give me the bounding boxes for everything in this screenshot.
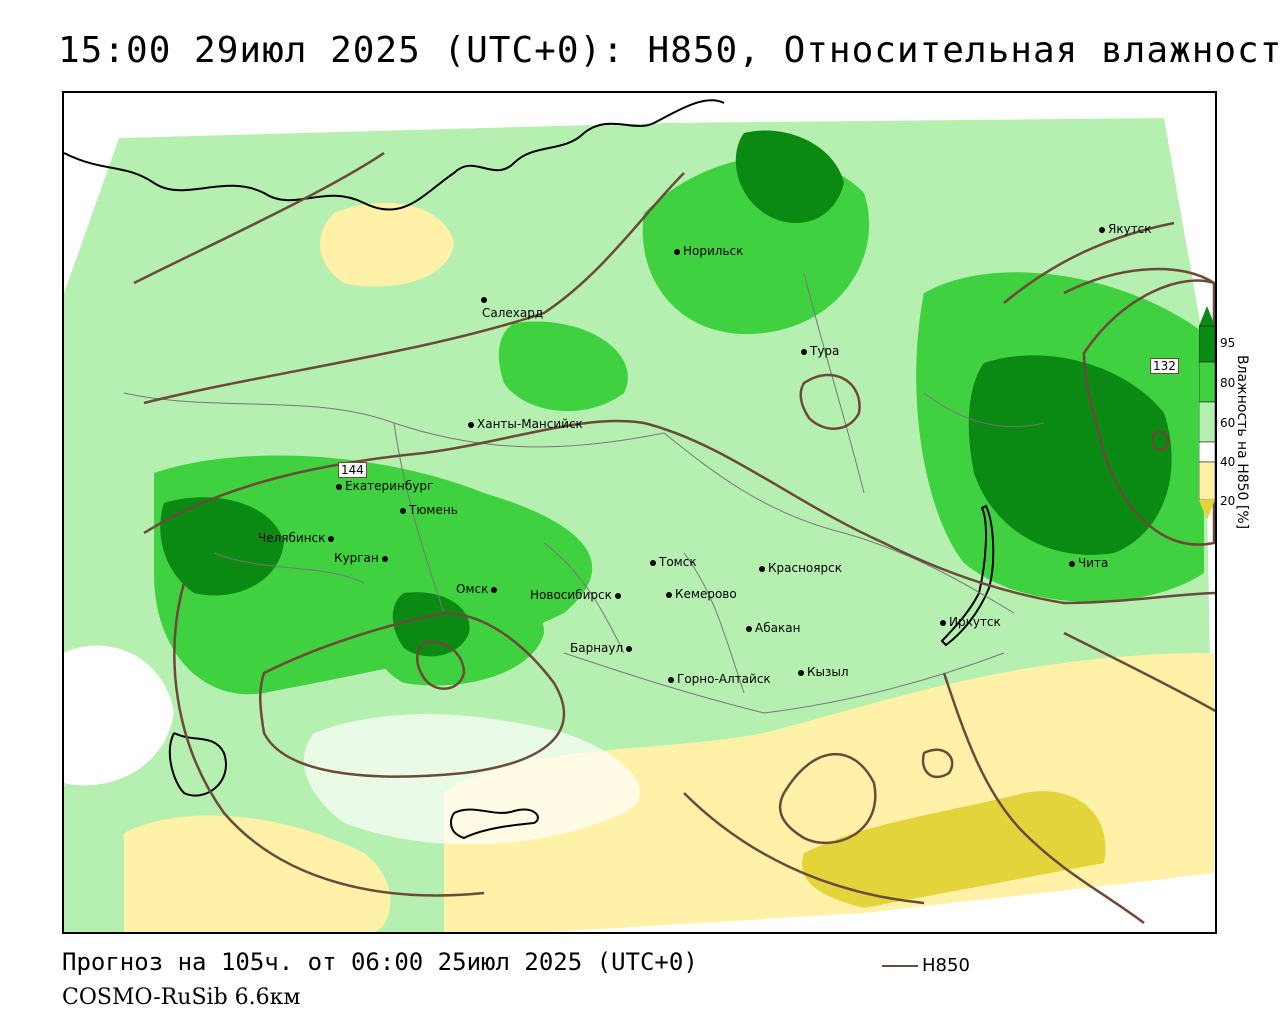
dry-area-west <box>124 815 391 932</box>
city-marker <box>336 483 342 490</box>
city-khanty-mansiysk: Ханты-Мансийск <box>468 417 583 431</box>
city-marker <box>759 565 765 572</box>
city-novosibirsk: Новосибирск <box>530 588 624 602</box>
outside-domain-ne <box>1164 93 1215 380</box>
city-chelyabinsk: Челябинск <box>258 531 337 545</box>
city-marker <box>1069 560 1075 567</box>
city-gorno-altaysk: Горно-Алтайск <box>668 672 771 686</box>
city-salekhard: Салехард <box>481 292 551 320</box>
colorbar-band <box>1199 441 1215 463</box>
city-kyzyl: Кызыл <box>798 665 849 679</box>
coastline <box>64 99 725 211</box>
city-marker <box>468 421 474 428</box>
colorbar-tick: 80 <box>1220 376 1236 390</box>
dry-area-north <box>320 203 454 287</box>
city-barnaul: Барнаул <box>570 641 635 655</box>
colorbar-band <box>1199 461 1215 501</box>
colorbar-top-arrow <box>1199 306 1215 326</box>
city-marker <box>614 592 621 599</box>
city-marker <box>666 591 672 598</box>
city-chita: Чита <box>1069 556 1108 570</box>
city-norilsk: Норильск <box>674 244 743 258</box>
colorbar-band <box>1199 401 1215 443</box>
city-marker <box>940 619 946 626</box>
city-marker <box>381 555 388 562</box>
city-marker <box>1099 226 1105 233</box>
city-abakan: Абакан <box>746 621 800 635</box>
colorbar-band <box>1199 361 1215 403</box>
colorbar-bottom-arrow <box>1199 500 1215 520</box>
very-dry-area <box>802 791 1106 908</box>
city-marker <box>674 248 680 255</box>
colorbar-tick: 20 <box>1220 494 1236 508</box>
very-humid-west <box>160 497 284 596</box>
contour-legend-swatch <box>882 965 918 967</box>
humid-zone-siberia <box>498 321 628 412</box>
admin-borders <box>123 272 1045 714</box>
very-humid-east <box>968 355 1172 555</box>
outside-domain-nw <box>64 93 664 293</box>
colorbar-title: Влажность на H850 [%] <box>1234 355 1250 530</box>
very-humid-north <box>735 130 844 223</box>
city-marker <box>650 559 656 566</box>
city-marker <box>328 535 335 542</box>
city-kurgan: Курган <box>334 551 391 565</box>
very-humid-center <box>392 592 470 657</box>
city-kemerovo: Кемерово <box>666 587 737 601</box>
city-irkutsk: Иркутск <box>940 615 1001 629</box>
clear-area <box>304 714 641 845</box>
colorbar <box>1199 306 1215 520</box>
outside-domain-se <box>550 873 1215 932</box>
city-marker <box>481 296 487 303</box>
city-tomsk: Томск <box>650 555 697 569</box>
city-marker <box>626 645 633 652</box>
colorbar-tick: 40 <box>1220 455 1236 469</box>
contour-legend: H850 <box>882 955 970 976</box>
colorbar-band <box>1199 325 1215 363</box>
contour-label-144: 144 <box>338 462 367 478</box>
city-yakutsk: Якутск <box>1099 222 1152 236</box>
city-marker <box>668 676 674 683</box>
colorbar-tick: 60 <box>1220 416 1236 430</box>
city-tura: Тура <box>801 344 839 358</box>
city-omsk: Омск <box>456 582 500 596</box>
city-marker <box>491 586 498 593</box>
map-title: 15:00 29июл 2025 (UTC+0): H850, Относите… <box>58 30 1280 71</box>
lake-balkhash <box>450 808 539 840</box>
model-name: COSMO-RuSib 6.6км <box>62 985 301 1010</box>
lake-baikal <box>940 504 995 647</box>
forecast-info: Прогноз на 105ч. от 06:00 25июл 2025 (UT… <box>62 948 698 976</box>
city-marker <box>400 507 406 514</box>
map-area: 144 132 Салехард Норильск Якутск Тура Ха… <box>62 91 1217 934</box>
city-krasnoyarsk: Красноярск <box>759 561 842 575</box>
city-yekaterinburg: Екатеринбург <box>336 479 433 493</box>
city-tyumen: Тюмень <box>400 503 458 517</box>
map-canvas <box>64 93 1215 932</box>
contour-label-132: 132 <box>1150 358 1179 374</box>
city-marker <box>801 348 807 355</box>
colorbar-tick: 95 <box>1220 336 1236 350</box>
city-marker <box>798 669 804 676</box>
clear-area-2 <box>64 645 174 786</box>
caspian-coast <box>168 732 227 797</box>
city-marker <box>746 625 752 632</box>
